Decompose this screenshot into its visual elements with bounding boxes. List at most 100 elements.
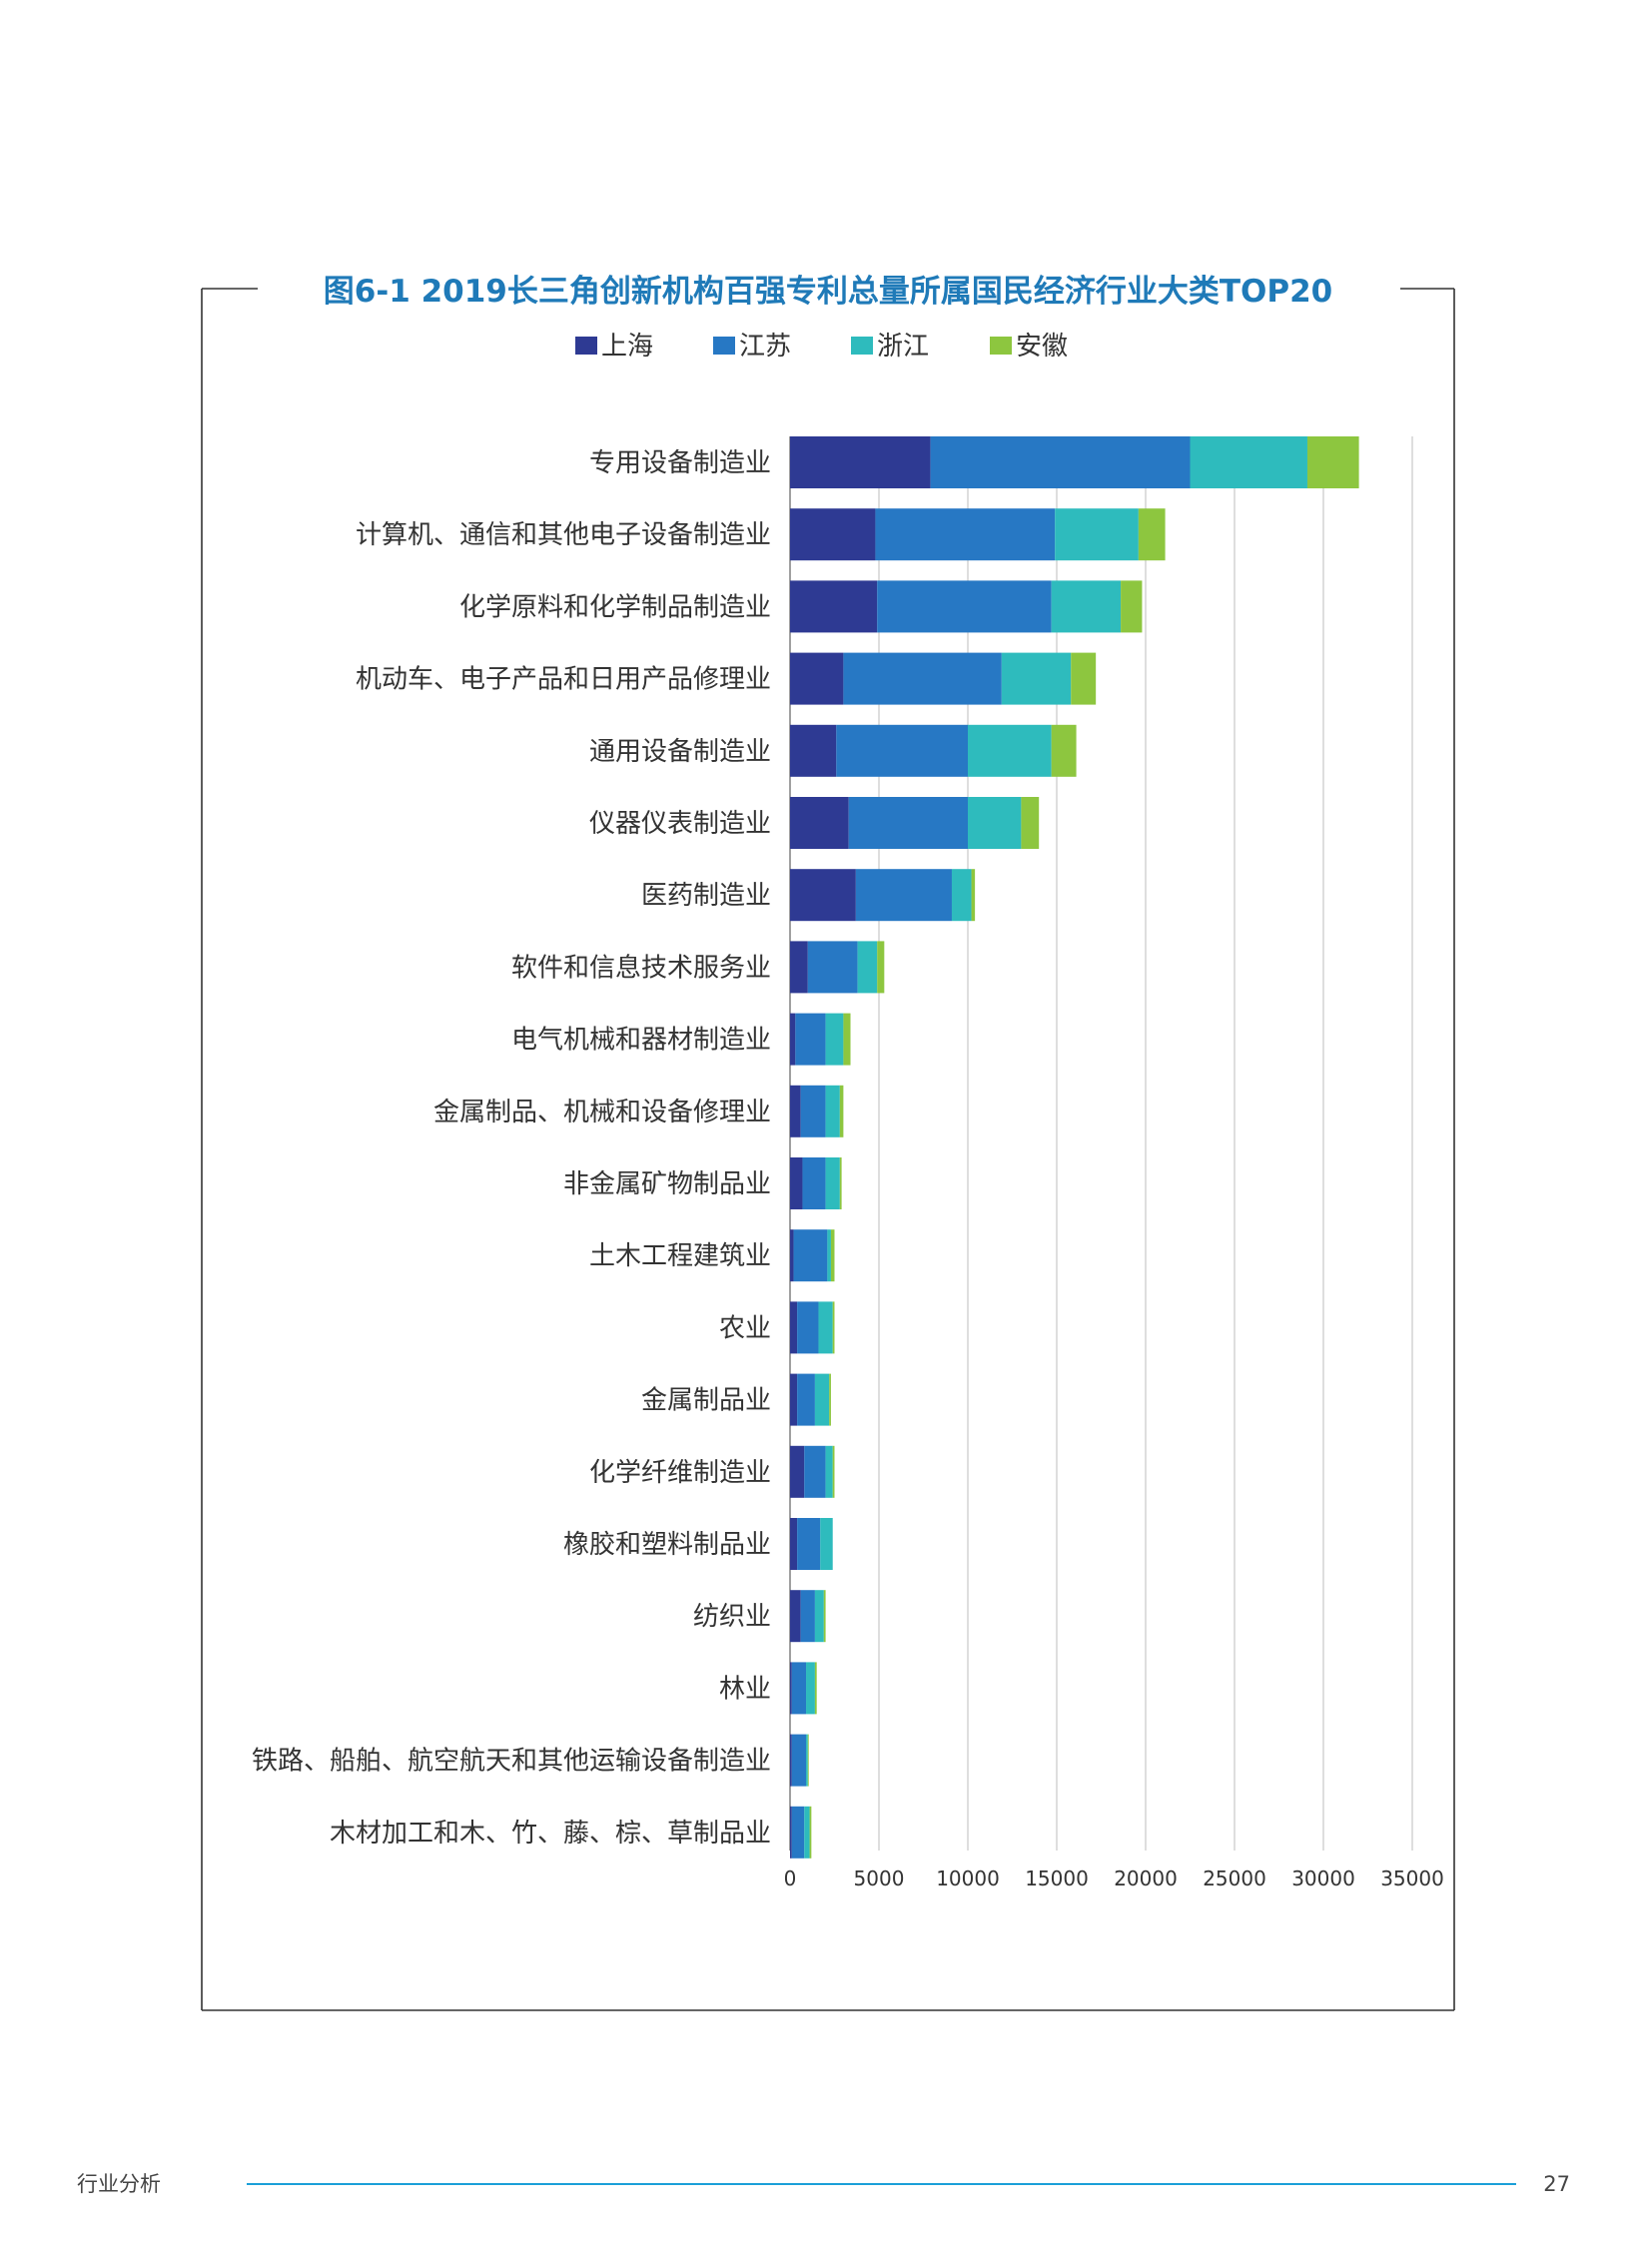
category-label: 铁路、船舶、航空航天和其他运输设备制造业	[252, 1747, 771, 1777]
bar-segment	[1071, 652, 1097, 705]
bar-segment	[825, 1013, 844, 1066]
bar-segment	[829, 1373, 831, 1426]
bar-segment	[875, 508, 1056, 561]
x-tick-label: 30000	[1291, 1867, 1355, 1890]
category-label: 非金属矿物制品业	[563, 1169, 771, 1199]
bar-segment	[814, 1662, 817, 1715]
bar-segment	[968, 724, 1052, 777]
bar-segment	[830, 1229, 835, 1282]
bar-segment	[802, 1157, 826, 1209]
bar-segment	[971, 869, 976, 922]
category-label: 医药制造业	[641, 881, 771, 911]
category-label: 橡胶和塑料制品业	[563, 1530, 771, 1560]
category-label: 仪器仪表制造业	[589, 809, 771, 839]
bar-segment	[790, 797, 849, 849]
bar-segment	[930, 436, 1191, 488]
bar-segment	[790, 1373, 798, 1426]
bar-segment	[839, 1157, 842, 1209]
bar-segment	[797, 1518, 821, 1570]
legend-swatch	[713, 337, 735, 355]
bar-segment	[820, 1518, 833, 1570]
category-label: 电气机械和器材制造业	[511, 1026, 771, 1056]
bar-segment	[790, 508, 876, 561]
bar-segment	[790, 580, 878, 633]
bar-segment	[1055, 508, 1139, 561]
x-tick-label: 25000	[1203, 1867, 1266, 1890]
chart-frame	[201, 288, 1455, 2011]
category-label: 专用设备制造业	[589, 448, 771, 478]
bar-segment	[848, 797, 968, 849]
legend-item: 上海	[575, 332, 653, 362]
bar-segment	[790, 869, 856, 922]
x-tick-label: 15000	[1025, 1867, 1089, 1890]
bar-segment	[855, 869, 952, 922]
category-label: 机动车、电子产品和日用产品修理业	[356, 665, 771, 695]
x-tick-label: 10000	[936, 1867, 1000, 1890]
bar-segment	[790, 1662, 792, 1715]
x-tick-label: 35000	[1380, 1867, 1444, 1890]
category-label: 软件和信息技术服务业	[511, 953, 771, 983]
bar-segment	[843, 1013, 851, 1066]
bar-segment	[1051, 580, 1122, 633]
x-tick-label: 20000	[1114, 1867, 1178, 1890]
bar-segment	[1138, 508, 1166, 561]
bar-segment	[809, 1806, 812, 1859]
bar-segment	[877, 941, 885, 994]
bar-segment	[968, 797, 1022, 849]
bar-segment	[790, 1445, 805, 1498]
bar-segment	[791, 1806, 805, 1859]
bar-segment	[832, 1445, 835, 1498]
category-label: 化学纤维制造业	[589, 1458, 771, 1488]
bar-segment	[804, 1445, 826, 1498]
bar-segment	[825, 1157, 840, 1209]
bar-segment	[825, 1445, 833, 1498]
bar-segment	[827, 1229, 831, 1282]
category-labels: 专用设备制造业计算机、通信和其他电子设备制造业化学原料和化学制品制造业机动车、电…	[252, 448, 771, 1849]
bar-segment	[797, 1373, 815, 1426]
category-label: 金属制品、机械和设备修理业	[433, 1098, 771, 1127]
legend-label: 安徽	[1016, 332, 1068, 362]
bar-segment	[877, 580, 1052, 633]
x-tick-label: 0	[784, 1867, 797, 1890]
legend-label: 浙江	[877, 332, 929, 362]
legend-label: 江苏	[739, 332, 791, 362]
bar-segment	[806, 1734, 808, 1787]
category-label: 化学原料和化学制品制造业	[459, 592, 771, 622]
bar-segment	[1121, 580, 1143, 633]
legend-item: 浙江	[851, 332, 929, 362]
bar-segment	[790, 1013, 796, 1066]
bar-segment	[951, 869, 972, 922]
bar-segment	[790, 652, 844, 705]
category-label: 木材加工和木、竹、藤、棕、草制品业	[330, 1819, 771, 1849]
x-tick-labels: 0 5000 10000 15000 20000 25000 30000 35000	[784, 1867, 1444, 1890]
x-tick-label: 5000	[854, 1867, 905, 1890]
chart-gridlines	[789, 436, 1413, 1851]
bar-segment	[790, 1806, 792, 1859]
category-label: 林业	[719, 1674, 771, 1704]
bar-segment	[790, 724, 837, 777]
bar-segment	[791, 1734, 807, 1787]
bar-segment	[823, 1590, 826, 1643]
category-label: 纺织业	[693, 1602, 771, 1632]
bar-segment	[797, 1301, 819, 1354]
bar-segment	[818, 1301, 833, 1354]
bar-segment	[800, 1085, 826, 1137]
legend-swatch	[575, 337, 597, 355]
bar-segment	[1306, 436, 1359, 488]
bar-segment	[807, 941, 858, 994]
bar-segment	[825, 1085, 840, 1137]
legend-swatch	[990, 337, 1012, 355]
bar-segment	[793, 1229, 828, 1282]
category-label: 计算机、通信和其他电子设备制造业	[356, 520, 771, 550]
bar-segment	[790, 1518, 798, 1570]
legend-item: 江苏	[713, 332, 791, 362]
bar-segment	[843, 652, 1002, 705]
footer-page-number: 27	[1543, 2172, 1570, 2196]
bar-segment	[790, 1229, 794, 1282]
bar-segment	[790, 1734, 792, 1787]
bar-segment	[836, 724, 968, 777]
legend-item: 安徽	[990, 332, 1068, 362]
bar-segment	[1021, 797, 1040, 849]
legend-label: 上海	[601, 332, 653, 362]
